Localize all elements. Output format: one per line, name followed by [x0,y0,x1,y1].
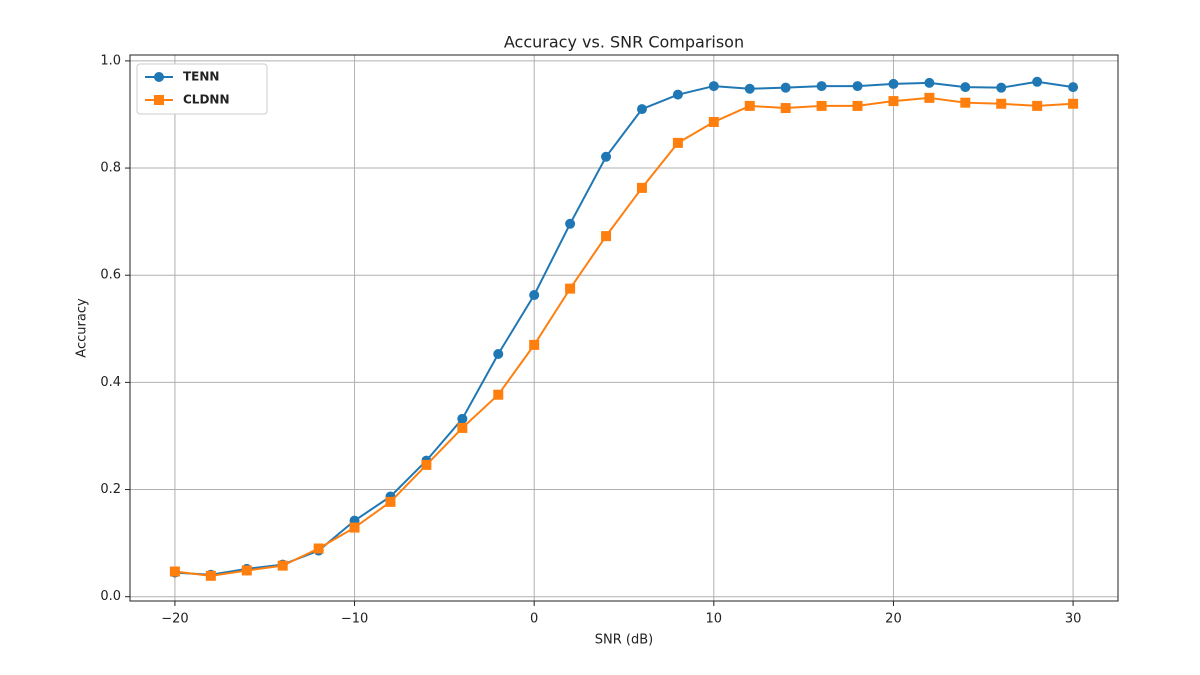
marker [457,413,468,424]
legend-label: TENN [183,70,219,84]
marker [385,496,396,507]
y-tick-label: 0.8 [100,161,121,176]
marker [636,104,647,115]
marker [888,78,899,89]
y-tick-label: 0.4 [100,375,121,390]
marker [349,522,360,533]
marker [529,339,540,350]
x-tick-label: 30 [1065,612,1082,627]
marker [960,97,971,108]
plot-frame [129,54,1119,602]
marker [277,560,288,571]
marker [493,389,504,400]
marker [601,151,612,162]
marker [1068,82,1079,93]
marker [996,98,1007,109]
marker [1068,98,1079,109]
marker [601,231,612,242]
marker [924,77,935,88]
marker [744,83,755,94]
x-tick-label: 10 [706,612,723,627]
marker [421,459,432,470]
marker [960,82,971,93]
legend-label: CLDNN [183,93,230,107]
marker [154,72,164,82]
marker [493,348,504,359]
marker [780,103,791,114]
marker [1032,76,1043,87]
marker [672,89,683,100]
marker [672,137,683,148]
marker [708,81,719,92]
marker [457,422,468,433]
y-tick-label: 0.2 [100,482,121,497]
marker [924,92,935,103]
marker [169,566,180,577]
marker [744,100,755,111]
x-tick-label: −10 [341,612,368,627]
y-tick-label: 0.0 [100,589,121,604]
series-line [174,96,1074,577]
x-axis-label: SNR (dB) [595,633,653,648]
marker [708,116,719,127]
marker [852,100,863,111]
marker [154,95,164,105]
marker [636,182,647,193]
marker [241,565,252,576]
marker [816,100,827,111]
marker [313,543,324,554]
marker [816,81,827,92]
marker [1032,100,1043,111]
x-tick-label: 0 [530,612,538,627]
marker [205,570,216,581]
y-axis-label: Accuracy [75,298,90,358]
x-tick-label: 20 [885,612,902,627]
marker [565,218,576,229]
chart-title: Accuracy vs. SNR Comparison [504,33,744,52]
marker [888,96,899,107]
y-tick-label: 1.0 [100,53,121,68]
series-line [174,80,1074,576]
marker [852,81,863,92]
marker [780,82,791,93]
marker [529,290,540,301]
marker [565,283,576,294]
y-tick-label: 0.6 [100,268,121,283]
marker [996,82,1007,93]
x-tick-label: −20 [161,612,188,627]
